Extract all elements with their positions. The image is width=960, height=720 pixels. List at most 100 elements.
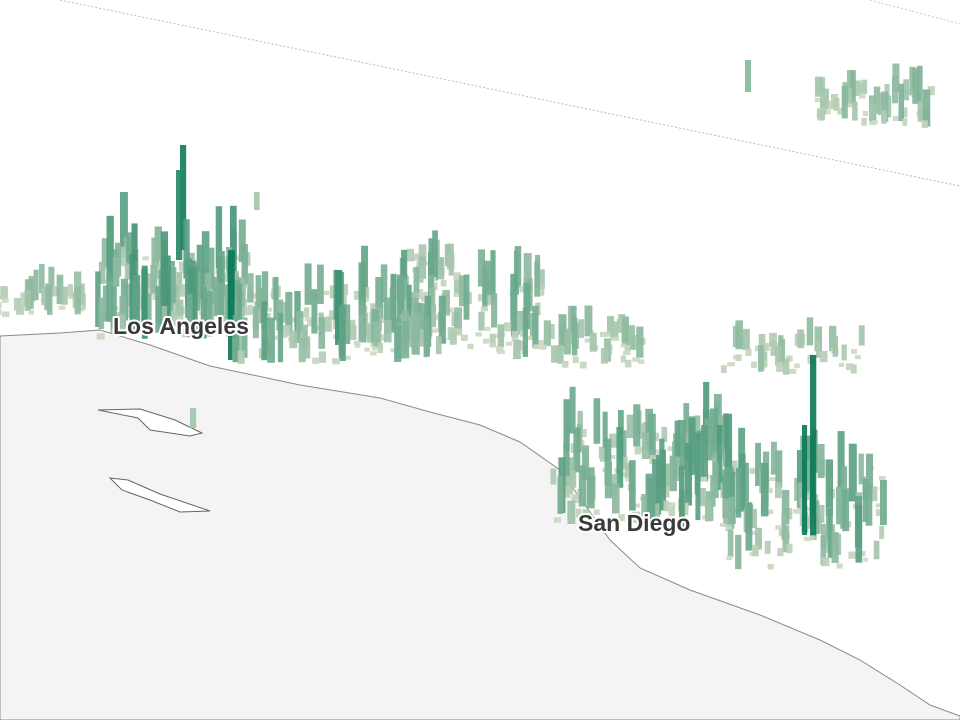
density-bar <box>625 477 631 482</box>
density-bar <box>384 297 391 335</box>
density-bar <box>703 381 710 446</box>
density-bar <box>632 357 640 362</box>
density-bar <box>855 80 862 96</box>
density-bar <box>304 317 313 322</box>
density-bar <box>845 363 854 371</box>
density-bar <box>927 86 935 96</box>
density-bar <box>682 505 689 516</box>
density-bar <box>755 527 762 550</box>
density-bar <box>836 563 843 569</box>
density-bar <box>485 295 493 306</box>
density-bar <box>794 363 800 368</box>
density-bar <box>13 298 21 311</box>
density-bar <box>429 287 436 313</box>
density-bar <box>732 508 739 514</box>
density-bar <box>537 340 544 345</box>
density-bar <box>317 264 324 305</box>
density-bar <box>873 540 880 560</box>
density-bar <box>563 443 570 492</box>
density-bar <box>0 302 2 308</box>
density-bar <box>180 145 187 250</box>
density-bar <box>254 192 260 210</box>
density-bar <box>758 345 764 372</box>
density-bar <box>736 468 742 518</box>
density-bar <box>348 325 357 340</box>
density-bar <box>155 286 161 333</box>
density-bar <box>0 286 8 300</box>
density-bar <box>869 121 876 126</box>
density-bar <box>371 346 377 351</box>
density-bar <box>417 303 426 342</box>
density-bar <box>238 219 246 262</box>
density-bar <box>917 100 924 122</box>
density-bar <box>396 274 405 322</box>
density-bar <box>236 335 243 358</box>
density-bar <box>861 79 868 94</box>
density-bar <box>39 264 45 294</box>
density-bar <box>674 420 680 476</box>
density-bar <box>767 563 774 570</box>
density-bar <box>589 332 597 352</box>
density-bar <box>760 462 769 517</box>
density-bar <box>448 257 454 276</box>
density-bar <box>863 557 869 562</box>
density-bar <box>901 107 908 118</box>
density-bar <box>554 517 561 523</box>
density-bar <box>205 291 213 337</box>
density-bar <box>563 399 570 451</box>
density-bar <box>228 250 235 360</box>
density-bar <box>517 311 525 335</box>
density-bar <box>237 332 243 337</box>
density-bar <box>449 330 457 345</box>
density-bar <box>584 305 593 337</box>
density-bar <box>634 446 642 455</box>
density-bar <box>323 290 330 296</box>
density-bar <box>16 304 24 315</box>
density-bar <box>205 273 211 302</box>
density-bar <box>311 289 318 334</box>
density-bar <box>846 103 855 108</box>
density-bar <box>745 60 751 92</box>
density-bar <box>771 441 777 475</box>
density-bar <box>237 350 245 364</box>
density-bar <box>190 408 197 428</box>
density-bar <box>866 453 873 496</box>
density-bar <box>837 107 844 115</box>
density-bar <box>124 263 133 280</box>
density-bar <box>735 354 742 361</box>
density-bar <box>151 237 159 268</box>
density-bar <box>318 317 326 349</box>
density-bar <box>586 467 595 509</box>
density-bar <box>902 118 908 126</box>
density-bar <box>626 414 635 439</box>
density-bar <box>200 286 207 339</box>
density-bar <box>170 311 178 326</box>
density-bar <box>776 361 784 372</box>
density-bar <box>411 253 419 261</box>
density-bar <box>491 293 498 328</box>
density-bar <box>660 449 666 511</box>
density-bar <box>722 469 731 518</box>
density-bar <box>120 192 128 250</box>
density-bar <box>522 307 528 357</box>
density-bar <box>749 467 757 474</box>
density-bar <box>805 492 812 501</box>
density-bar <box>832 335 838 357</box>
density-bar <box>922 89 931 127</box>
density-bar <box>303 307 310 318</box>
density-bar <box>652 459 660 518</box>
density-bar <box>493 333 501 338</box>
density-bar <box>61 286 68 305</box>
density-bar <box>504 322 512 332</box>
density-bar <box>523 253 532 283</box>
density-bar <box>860 551 866 557</box>
density-bar <box>641 494 647 525</box>
density-bar <box>537 290 543 297</box>
density-bar <box>724 413 733 477</box>
density-bar <box>850 364 857 374</box>
density-bar <box>575 508 582 518</box>
density-bar <box>523 282 531 330</box>
density-bar <box>775 346 782 366</box>
density-bar <box>430 282 438 291</box>
density-bar <box>568 457 575 483</box>
